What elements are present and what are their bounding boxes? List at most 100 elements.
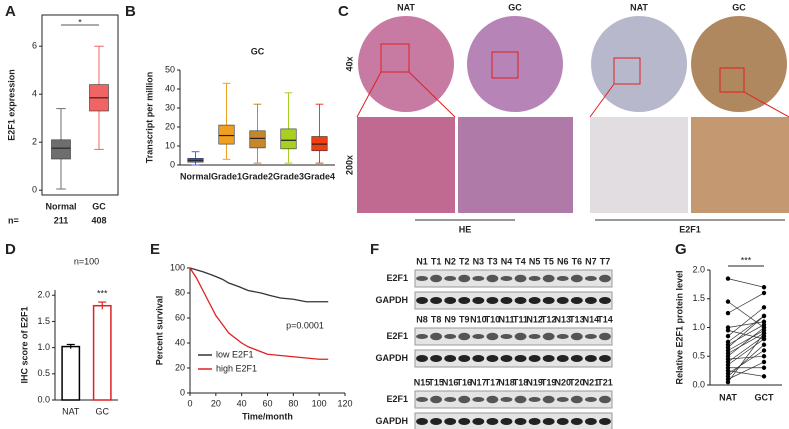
- zoom-line: [356, 71, 382, 118]
- y-tick-label: 60: [175, 312, 185, 322]
- lane-label: T21: [597, 377, 613, 387]
- lane-label: N2: [444, 256, 456, 266]
- x-tick-label: GC: [92, 201, 106, 211]
- lane-label: N11: [498, 314, 514, 324]
- lane-label: T20: [569, 377, 585, 387]
- lane-label: N15: [414, 377, 431, 387]
- lane-label: N21: [583, 377, 600, 387]
- lane-label: T6: [572, 256, 583, 266]
- x-tick-label: 40: [237, 398, 247, 408]
- point: [725, 333, 731, 339]
- band: [458, 297, 471, 304]
- row-label: 40x: [344, 56, 354, 71]
- pair-line: [727, 332, 765, 354]
- band: [444, 355, 457, 362]
- x-tick-label: 0: [187, 398, 192, 408]
- row-label: 200x: [344, 155, 354, 175]
- lane-label: T15: [428, 377, 444, 387]
- band: [599, 418, 611, 425]
- band: [430, 332, 443, 341]
- point: [761, 374, 767, 379]
- column-label: NAT: [397, 2, 415, 12]
- lane-label: N16: [442, 377, 459, 387]
- lane-label: T12: [541, 314, 557, 324]
- bar: [92, 304, 112, 401]
- plot-frame: [41, 14, 119, 196]
- y-tick-label: 10: [165, 140, 175, 150]
- band: [500, 297, 513, 304]
- lane-label: T19: [541, 377, 557, 387]
- band: [486, 274, 499, 283]
- point: [725, 379, 731, 385]
- point: [761, 305, 767, 310]
- pair-line: [727, 370, 765, 377]
- y-tick-label: 80: [175, 287, 185, 297]
- x-tick-label: Grade1: [211, 171, 242, 181]
- x-tick-label: 120: [337, 398, 352, 408]
- band: [472, 397, 485, 402]
- y-tick-label: 2.0: [37, 290, 50, 300]
- band: [599, 355, 611, 362]
- band: [570, 418, 583, 425]
- band: [416, 297, 428, 304]
- band: [444, 397, 457, 402]
- y-axis-label: E2F1 expression: [6, 69, 16, 141]
- significance: *: [78, 17, 82, 27]
- band: [514, 395, 527, 404]
- band: [599, 332, 611, 341]
- band: [514, 418, 527, 425]
- point: [761, 365, 767, 370]
- x-tick-label: 60: [262, 398, 272, 408]
- pair-line: [727, 361, 765, 380]
- band: [444, 297, 457, 304]
- band: [472, 276, 485, 281]
- band: [570, 355, 583, 362]
- band: [584, 334, 597, 339]
- lane-label: N5: [529, 256, 541, 266]
- band: [500, 334, 513, 339]
- lane-label: T8: [431, 314, 442, 324]
- lane-label: T3: [487, 256, 498, 266]
- point: [761, 290, 767, 296]
- lane-label: N1: [416, 256, 428, 266]
- y-tick-label: 4: [32, 89, 37, 99]
- y-tick-label: 6: [32, 41, 37, 51]
- y-tick-label: 1.5: [37, 316, 50, 326]
- band: [570, 395, 583, 404]
- blot: [414, 327, 613, 346]
- band: [472, 334, 485, 339]
- panel-letter: G: [675, 241, 687, 258]
- point: [725, 310, 731, 316]
- panel-letter: D: [5, 241, 16, 258]
- group-label: E2F1: [679, 224, 701, 234]
- column-label: GC: [732, 2, 746, 12]
- pair-line: [727, 338, 765, 366]
- band: [528, 276, 541, 281]
- pair-line: [727, 330, 765, 351]
- y-tick-label: 1.0: [692, 322, 705, 332]
- lane-label: N12: [526, 314, 543, 324]
- blot: [414, 291, 613, 310]
- x-tick-label: NAT: [62, 406, 80, 416]
- band: [584, 297, 597, 304]
- zoom-box: [491, 51, 519, 79]
- band: [444, 334, 457, 339]
- legend-label: low E2F1: [216, 349, 254, 359]
- tissue-core: [591, 16, 687, 112]
- point: [761, 342, 767, 347]
- band: [556, 418, 569, 425]
- panel-letter: C: [338, 3, 349, 20]
- lane-label: N18: [498, 377, 515, 387]
- lane-label: T18: [513, 377, 529, 387]
- band: [528, 355, 541, 362]
- panel-letter: E: [150, 241, 160, 258]
- x-tick-label: Grade3: [273, 171, 304, 181]
- band: [500, 397, 513, 402]
- band: [486, 418, 499, 425]
- n-count: 211: [54, 215, 69, 225]
- lane-label: T16: [456, 377, 472, 387]
- lane-label: T4: [515, 256, 526, 266]
- band-label: GAPDH: [375, 416, 408, 426]
- lane-label: T17: [485, 377, 501, 387]
- y-axis-label: Percent survival: [154, 296, 164, 366]
